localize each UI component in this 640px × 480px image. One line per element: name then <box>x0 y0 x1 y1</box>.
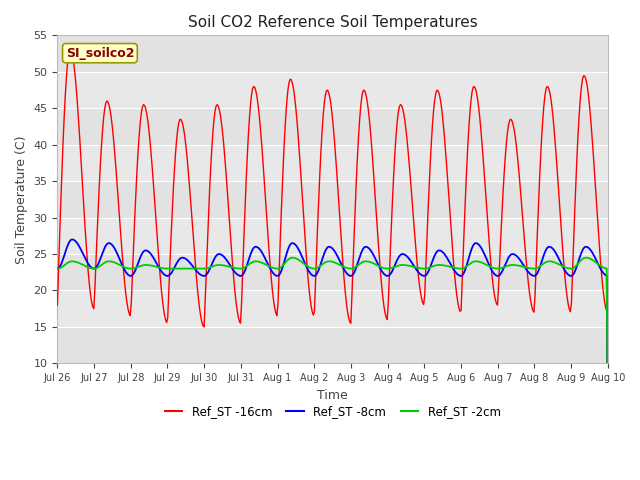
X-axis label: Time: Time <box>317 389 348 402</box>
Title: Soil CO2 Reference Soil Temperatures: Soil CO2 Reference Soil Temperatures <box>188 15 477 30</box>
Bar <box>58 181 608 217</box>
Legend: Ref_ST -16cm, Ref_ST -8cm, Ref_ST -2cm: Ref_ST -16cm, Ref_ST -8cm, Ref_ST -2cm <box>160 401 506 423</box>
Bar <box>58 254 608 290</box>
Y-axis label: Soil Temperature (C): Soil Temperature (C) <box>15 135 28 264</box>
Bar <box>58 327 608 363</box>
Bar <box>58 108 608 144</box>
Text: SI_soilco2: SI_soilco2 <box>66 47 134 60</box>
Bar <box>58 36 608 72</box>
